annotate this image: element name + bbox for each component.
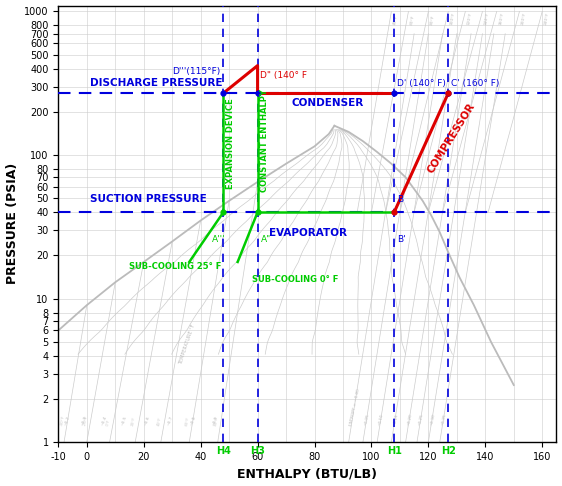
Text: SUCTION PRESSURE: SUCTION PRESSURE xyxy=(90,194,206,204)
Text: ~0.3: ~0.3 xyxy=(81,415,88,426)
Text: CONDENSER: CONDENSER xyxy=(292,98,364,107)
Text: SUB-COOLING 0° F: SUB-COOLING 0° F xyxy=(252,275,338,284)
Text: H2: H2 xyxy=(441,446,456,456)
Text: 140°F: 140°F xyxy=(484,12,490,25)
Text: 20°F: 20°F xyxy=(131,416,137,426)
Text: B': B' xyxy=(397,235,406,244)
Text: ~0.35: ~0.35 xyxy=(441,413,447,426)
Text: ~0.2: ~0.2 xyxy=(64,415,71,426)
Text: 120°F: 120°F xyxy=(467,12,473,25)
Text: EXPANSION DEVICE: EXPANSION DEVICE xyxy=(226,98,235,189)
Text: ENTROPY = ~0.00: ENTROPY = ~0.00 xyxy=(350,388,361,426)
Text: CONSTANT ENTHALPY: CONSTANT ENTHALPY xyxy=(260,89,269,192)
Text: ~0.5: ~0.5 xyxy=(121,415,128,426)
Text: 60°F: 60°F xyxy=(410,15,415,25)
Text: ~0.8: ~0.8 xyxy=(189,415,196,426)
Text: 80°F: 80°F xyxy=(214,416,219,426)
Text: H1: H1 xyxy=(387,446,402,456)
Text: 40°F: 40°F xyxy=(157,416,162,426)
Text: A''': A''' xyxy=(212,235,226,244)
Text: ~0.15: ~0.15 xyxy=(392,413,398,426)
Text: COMPRESSOR: COMPRESSOR xyxy=(425,101,477,175)
Text: C' (160° F): C' (160° F) xyxy=(451,79,500,88)
Text: D' (140° F): D' (140° F) xyxy=(397,79,446,88)
Text: TEMPERATURE °F: TEMPERATURE °F xyxy=(178,323,196,365)
Text: 80°F: 80°F xyxy=(430,15,436,25)
Text: D" (140° F: D" (140° F xyxy=(260,71,307,80)
Text: H3: H3 xyxy=(250,446,265,456)
Text: -60°F: -60°F xyxy=(40,414,46,426)
Text: 40°F: 40°F xyxy=(393,15,398,25)
Text: 0°F: 0°F xyxy=(106,418,111,426)
Text: -20°F: -20°F xyxy=(83,414,88,426)
Text: 200°F: 200°F xyxy=(521,12,527,25)
Text: ~0.9: ~0.9 xyxy=(212,415,219,426)
Text: EVAPORATOR: EVAPORATOR xyxy=(269,228,347,238)
Text: ~0.10: ~0.10 xyxy=(378,413,384,426)
Text: QUALITY = 0.1: QUALITY = 0.1 xyxy=(47,395,61,426)
Text: 160°F: 160°F xyxy=(498,12,504,25)
Text: SUB-COOLING 25° F: SUB-COOLING 25° F xyxy=(129,262,222,271)
Text: ~0.20: ~0.20 xyxy=(406,413,413,426)
Text: 100°F: 100°F xyxy=(450,12,456,25)
Text: ~0.7: ~0.7 xyxy=(166,415,174,426)
Text: A": A" xyxy=(260,235,271,244)
Text: -40°F: -40°F xyxy=(60,414,66,426)
Text: 240°F: 240°F xyxy=(543,12,550,25)
Text: ~0.6: ~0.6 xyxy=(144,415,151,426)
Text: H4: H4 xyxy=(216,446,231,456)
Text: DISCHARGE PRESSURE: DISCHARGE PRESSURE xyxy=(90,78,222,88)
Text: D'''(115°F): D'''(115°F) xyxy=(173,68,220,76)
X-axis label: ENTHALPY (BTU/LB): ENTHALPY (BTU/LB) xyxy=(237,468,378,481)
Text: ~0.25: ~0.25 xyxy=(418,413,424,426)
Text: 60°F: 60°F xyxy=(185,416,191,426)
Text: B: B xyxy=(397,195,403,204)
Text: -80°F: -80°F xyxy=(20,414,26,426)
Text: ~0.4: ~0.4 xyxy=(101,415,108,426)
Text: ~0.30: ~0.30 xyxy=(429,413,436,426)
Y-axis label: PRESSURE (PSIA): PRESSURE (PSIA) xyxy=(6,163,19,284)
Text: ~0.05: ~0.05 xyxy=(364,413,370,426)
